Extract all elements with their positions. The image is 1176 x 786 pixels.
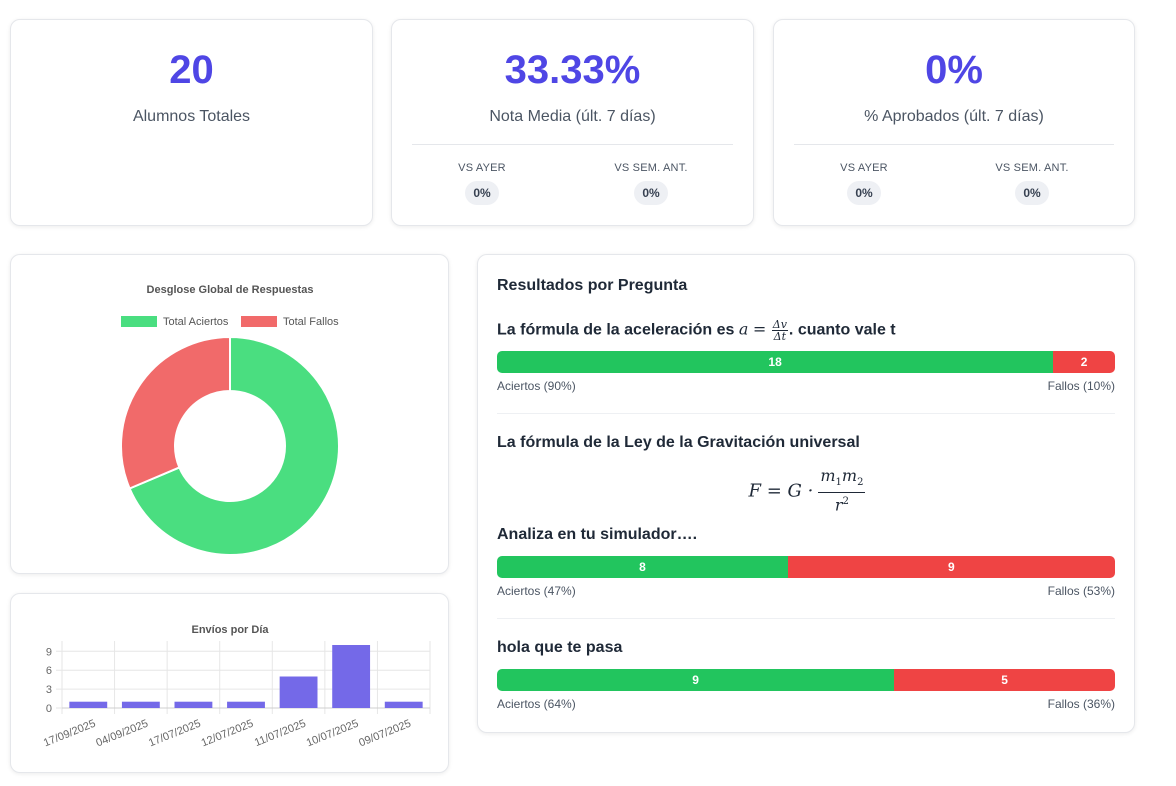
average-grade-label: Nota Media (últ. 7 días) [489, 108, 656, 125]
correct-segment: 9 [497, 669, 895, 691]
legend-label[interactable]: Total Aciertos [163, 316, 229, 328]
y-tick-label: 0 [46, 703, 52, 715]
formula-num-var2: m [841, 466, 858, 485]
formula-num-sub2: 2 [857, 477, 864, 489]
vs-last-week-badge: 0% [1015, 181, 1049, 205]
correct-segment: 18 [497, 351, 1054, 373]
fraction-denominator: Δt [773, 330, 787, 343]
formula-den-var: r [834, 495, 843, 515]
bar-04/09/2025[interactable] [121, 701, 160, 708]
bar-10/07/2025[interactable] [332, 645, 371, 708]
legend-swatch[interactable] [241, 316, 277, 327]
bar-legend: Aciertos (64%) Fallos (36%) [497, 697, 1115, 711]
gravitation-formula: F = G · m1m2 r2 [478, 467, 1136, 515]
bar-09/07/2025[interactable] [384, 701, 423, 708]
question-title: Analiza en tu simulador…. [497, 526, 698, 543]
question-separator [497, 413, 1115, 414]
divider [412, 144, 733, 145]
bar-12/07/2025[interactable] [227, 701, 265, 708]
stat-card-students: 20 Alumnos Totales [10, 19, 373, 226]
math-equals: = [752, 319, 767, 339]
y-tick-label: 3 [46, 684, 52, 696]
y-tick-label: 6 [46, 665, 52, 677]
answers-doughnut-chart: Desglose Global de Respuestas Total Acie… [120, 284, 340, 556]
students-total-label: Alumnos Totales [132, 108, 251, 125]
average-grade-value: 33.33% [504, 48, 641, 92]
formula-den-sup: 2 [842, 496, 849, 508]
correct-segment: 8 [497, 556, 788, 578]
y-tick-label: 9 [46, 646, 52, 658]
vs-yesterday-badge: 0% [465, 181, 499, 205]
question-title-text: La fórmula de la aceleración es [497, 321, 739, 339]
wrong-label: Fallos (36%) [1047, 697, 1115, 711]
formula-num-sub1: 1 [835, 477, 842, 489]
bar-legend: Aciertos (47%) Fallos (53%) [497, 584, 1115, 598]
results-title: Resultados por Pregunta [497, 277, 688, 294]
question-result-bar: 18 2 [497, 351, 1115, 373]
x-tick-label: 11/07/2025 [253, 718, 308, 749]
bar-17/09/2025[interactable] [69, 701, 108, 708]
x-tick-label: 17/07/2025 [147, 718, 203, 750]
vs-last-week-label: VS SEM. ANT. [995, 162, 1069, 174]
vs-yesterday-label: VS AYER [458, 162, 506, 174]
x-tick-label: 10/07/2025 [305, 718, 361, 750]
wrong-segment: 9 [787, 556, 1115, 578]
formula-num-var1: m [820, 466, 836, 485]
question-result-bar: 9 5 [497, 669, 1115, 691]
legend-swatch[interactable] [121, 316, 157, 327]
students-total-value: 20 [169, 48, 214, 92]
math-variable: a [738, 319, 749, 339]
formula-lhs: F = G · [748, 480, 814, 502]
bar-chart-title: Envíos por Día [191, 624, 269, 636]
stat-card-pass-rate: 0% % Aprobados (últ. 7 días) VS AYER 0% … [773, 19, 1135, 226]
wrong-label: Fallos (53%) [1047, 584, 1115, 598]
vs-last-week-label: VS SEM. ANT. [614, 162, 688, 174]
fraction-numerator: Δv [771, 318, 788, 331]
bar-17/07/2025[interactable] [174, 701, 213, 708]
submissions-per-day-card: Envíos por Día 0 3 6 9 17/09/2025 04/09/2025 1… [10, 593, 449, 773]
answers-breakdown-card: Desglose Global de Respuestas Total Acie… [10, 254, 449, 574]
divider [794, 144, 1114, 145]
wrong-label: Fallos (10%) [1047, 379, 1115, 393]
math-fraction: Δv Δt [771, 318, 788, 343]
doughnut-slice-correct[interactable] [128, 335, 340, 556]
question-result-bar: 8 9 [497, 556, 1115, 578]
formula-denominator: r2 [818, 493, 865, 514]
vs-yesterday-label: VS AYER [840, 162, 888, 174]
x-tick-label: 12/07/2025 [200, 718, 256, 750]
correct-label: Aciertos (47%) [497, 584, 576, 598]
formula-numerator: m1m2 [818, 466, 866, 494]
pass-rate-value: 0% [925, 48, 983, 92]
question-separator [497, 618, 1115, 619]
legend-label[interactable]: Total Fallos [283, 316, 339, 328]
correct-label: Aciertos (64%) [497, 697, 576, 711]
correct-label: Aciertos (90%) [497, 379, 576, 393]
question-title: hola que te pasa [497, 639, 623, 656]
doughnut-slice-wrong[interactable] [120, 335, 231, 490]
results-per-question-card: Resultados por Pregunta La fórmula de la… [477, 254, 1135, 733]
question-title-suffix: . cuanto vale t [788, 321, 896, 339]
wrong-segment: 5 [894, 669, 1115, 691]
vs-last-week-badge: 0% [634, 181, 668, 205]
x-tick-label: 04/09/2025 [94, 718, 150, 750]
bar-11/07/2025[interactable] [279, 676, 318, 709]
stat-card-average-grade: 33.33% Nota Media (últ. 7 días) VS AYER … [391, 19, 754, 226]
wrong-segment: 2 [1053, 351, 1115, 373]
formula-fraction: m1m2 r2 [818, 466, 866, 515]
pass-rate-label: % Aprobados (últ. 7 días) [864, 108, 1044, 125]
submissions-bar-chart: Envíos por Día 036917/09/202504/09/20251… [42, 624, 431, 750]
bar-legend: Aciertos (90%) Fallos (10%) [497, 379, 1115, 393]
x-tick-label: 17/09/2025 [42, 718, 98, 750]
question-title: La fórmula de la aceleración es a = Δv Δt… [497, 319, 896, 342]
question-title: La fórmula de la Ley de la Gravitación u… [497, 434, 860, 451]
x-tick-label: 09/07/2025 [357, 718, 413, 750]
vs-yesterday-badge: 0% [847, 181, 881, 205]
doughnut-chart-title: Desglose Global de Respuestas [147, 284, 314, 296]
